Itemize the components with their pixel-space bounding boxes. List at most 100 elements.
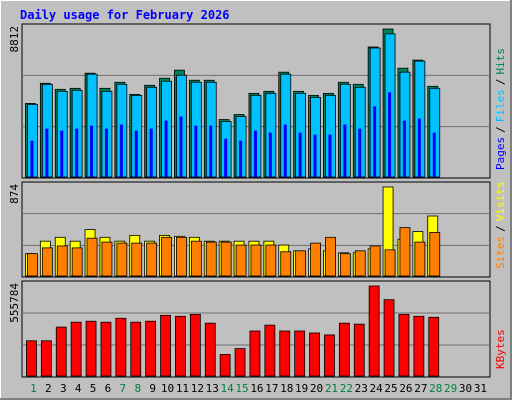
bar (40, 340, 52, 377)
bar (26, 340, 37, 377)
bar (30, 140, 34, 177)
bar (253, 130, 257, 177)
bar (338, 322, 350, 377)
bar (131, 242, 143, 277)
bar (149, 128, 153, 177)
bar (27, 253, 38, 277)
x-tick-label: 17 (265, 382, 278, 395)
x-tick-label: 9 (149, 382, 156, 395)
x-tick-label: 3 (60, 382, 67, 395)
y-tick-label: 874 (8, 184, 21, 204)
x-tick-label: 16 (250, 382, 263, 395)
bar (268, 132, 272, 177)
bar (398, 313, 410, 377)
bar (179, 116, 183, 177)
bar (373, 106, 377, 177)
bar (75, 128, 79, 177)
bar (224, 138, 228, 177)
bar (161, 236, 172, 277)
bar (280, 251, 292, 277)
bar (310, 242, 321, 277)
x-tick-label: 12 (191, 382, 204, 395)
bar (325, 236, 336, 277)
bar (399, 227, 411, 277)
x-tick-label: 23 (355, 382, 368, 395)
legend-entry: KBytes (494, 329, 507, 369)
bar (70, 321, 82, 377)
bar (384, 249, 396, 277)
bar (368, 285, 380, 377)
bar (239, 140, 243, 177)
bar (413, 315, 425, 377)
bar (429, 232, 441, 277)
bar (85, 320, 97, 377)
bar (298, 132, 302, 177)
x-tick-label: 26 (399, 382, 412, 395)
bar (194, 125, 198, 177)
bar (265, 244, 277, 277)
bar (339, 253, 351, 277)
bar (41, 247, 53, 277)
x-tick-label: 2 (45, 382, 52, 395)
bar (313, 134, 317, 177)
legend: Sites / Visits (494, 182, 507, 270)
bar (134, 130, 138, 177)
x-tick-label: 30 (459, 382, 472, 395)
legend-entry: Files (494, 89, 507, 122)
legend-entry: Visits (494, 182, 507, 222)
bar (417, 118, 421, 177)
x-tick-label: 5 (90, 382, 97, 395)
bar (60, 130, 64, 177)
x-tick-label: 11 (176, 382, 189, 395)
bar (358, 128, 362, 177)
bar (250, 244, 262, 277)
legend-entry: Hits (494, 48, 507, 75)
legend-separator: / (494, 225, 507, 232)
x-tick-label: 22 (340, 382, 353, 395)
bar (283, 124, 287, 177)
legend-entry: Sites (494, 236, 507, 269)
bar (119, 124, 123, 177)
x-tick-label: 10 (161, 382, 174, 395)
bar (90, 125, 94, 177)
x-tick-label: 31 (474, 382, 487, 395)
x-tick-label: 6 (105, 382, 112, 395)
bar (101, 241, 113, 277)
bar (369, 245, 381, 277)
bar (235, 244, 247, 277)
bar (209, 125, 213, 177)
bar (432, 132, 436, 177)
x-tick-label: 4 (75, 382, 82, 395)
bar (402, 120, 406, 177)
bar (160, 314, 171, 377)
bar (204, 322, 216, 377)
x-tick-label: 1 (30, 382, 37, 395)
y-tick-label: 555784 (8, 283, 21, 323)
legend-separator: / (494, 126, 507, 133)
bar (279, 330, 291, 377)
bar (220, 241, 232, 277)
legend-separator: / (494, 79, 507, 86)
x-tick-label: 15 (235, 382, 248, 395)
x-tick-label: 14 (221, 382, 235, 395)
bar (343, 124, 347, 177)
bar (71, 247, 83, 277)
bar (295, 250, 307, 277)
bar (249, 330, 261, 377)
bar (388, 92, 392, 177)
bar (115, 317, 127, 377)
bar (45, 128, 49, 177)
x-tick-label: 19 (295, 382, 308, 395)
x-tick-label: 29 (444, 382, 457, 395)
x-tick-label: 20 (310, 382, 323, 395)
bar (264, 324, 276, 377)
bar (414, 241, 426, 277)
bar (104, 128, 108, 177)
legend: KBytes (494, 329, 507, 369)
bar (190, 240, 202, 277)
x-tick-label: 25 (384, 382, 397, 395)
bar (145, 320, 157, 377)
